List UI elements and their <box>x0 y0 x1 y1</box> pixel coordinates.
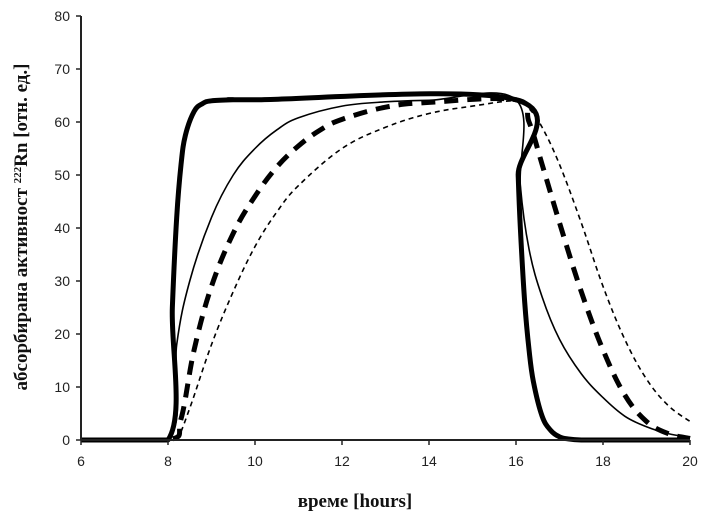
y-axis-title-sup: 222 <box>12 166 24 183</box>
y-tick-label: 10 <box>54 379 70 395</box>
x-tick-label: 10 <box>247 453 263 469</box>
x-tick-label: 6 <box>77 453 85 469</box>
x-tick-label: 14 <box>421 453 437 469</box>
plot-lines <box>81 91 691 443</box>
x-axis-title: време [hours] <box>298 491 413 512</box>
y-tick-label: 30 <box>54 273 70 289</box>
y-tick-label: 40 <box>54 220 70 236</box>
y-tick-label: 60 <box>54 114 70 130</box>
y-tick-label: 70 <box>54 61 70 77</box>
x-tick-label: 12 <box>334 453 350 469</box>
y-axis-title: абсорбирана активност 222Rn [отн. ед.] <box>11 64 32 391</box>
series-line-thick-dashed <box>81 96 691 443</box>
x-ticks: 6 8 10 12 14 16 18 20 <box>77 440 698 469</box>
x-tick-label: 8 <box>164 453 172 469</box>
series-line-thick-solid <box>81 91 690 443</box>
y-ticks: 0 10 20 30 40 50 60 70 80 <box>54 8 81 448</box>
y-tick-label: 80 <box>54 8 70 24</box>
x-tick-label: 18 <box>595 453 611 469</box>
y-tick-label: 0 <box>62 432 70 448</box>
series-line-thin-dashed <box>81 99 691 441</box>
x-tick-label: 20 <box>682 453 698 469</box>
y-axis-title-prefix: абсорбирана активност <box>11 183 32 390</box>
y-axis-title-main: Rn [отн. ед.] <box>11 64 32 167</box>
x-tick-label: 16 <box>508 453 524 469</box>
y-tick-label: 20 <box>54 326 70 342</box>
y-tick-label: 50 <box>54 167 70 183</box>
